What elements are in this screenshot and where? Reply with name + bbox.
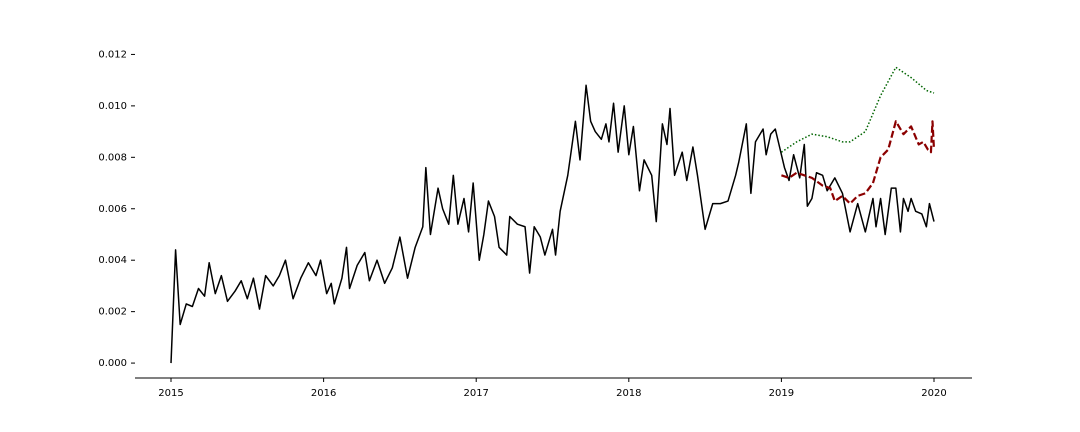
x-tick-label: 2015 bbox=[158, 388, 183, 399]
y-tick-label: 0.006 bbox=[98, 204, 127, 215]
x-tick-label: 2020 bbox=[921, 388, 946, 399]
y-tick-label: 0.010 bbox=[98, 101, 127, 112]
series-line bbox=[780, 66, 935, 153]
series-line bbox=[781, 120, 936, 205]
y-tick-label: 0.008 bbox=[98, 152, 127, 163]
y-tick-label: 0.012 bbox=[98, 49, 127, 60]
x-tick-label: 2018 bbox=[616, 388, 641, 399]
y-tick-label: 0.000 bbox=[98, 358, 127, 369]
y-tick-label: 0.002 bbox=[98, 307, 127, 318]
x-tick-label: 2016 bbox=[311, 388, 336, 399]
x-tick-label: 2017 bbox=[463, 388, 488, 399]
y-tick-label: 0.004 bbox=[98, 255, 127, 266]
series-line bbox=[170, 84, 935, 364]
x-tick-label: 2019 bbox=[769, 388, 794, 399]
